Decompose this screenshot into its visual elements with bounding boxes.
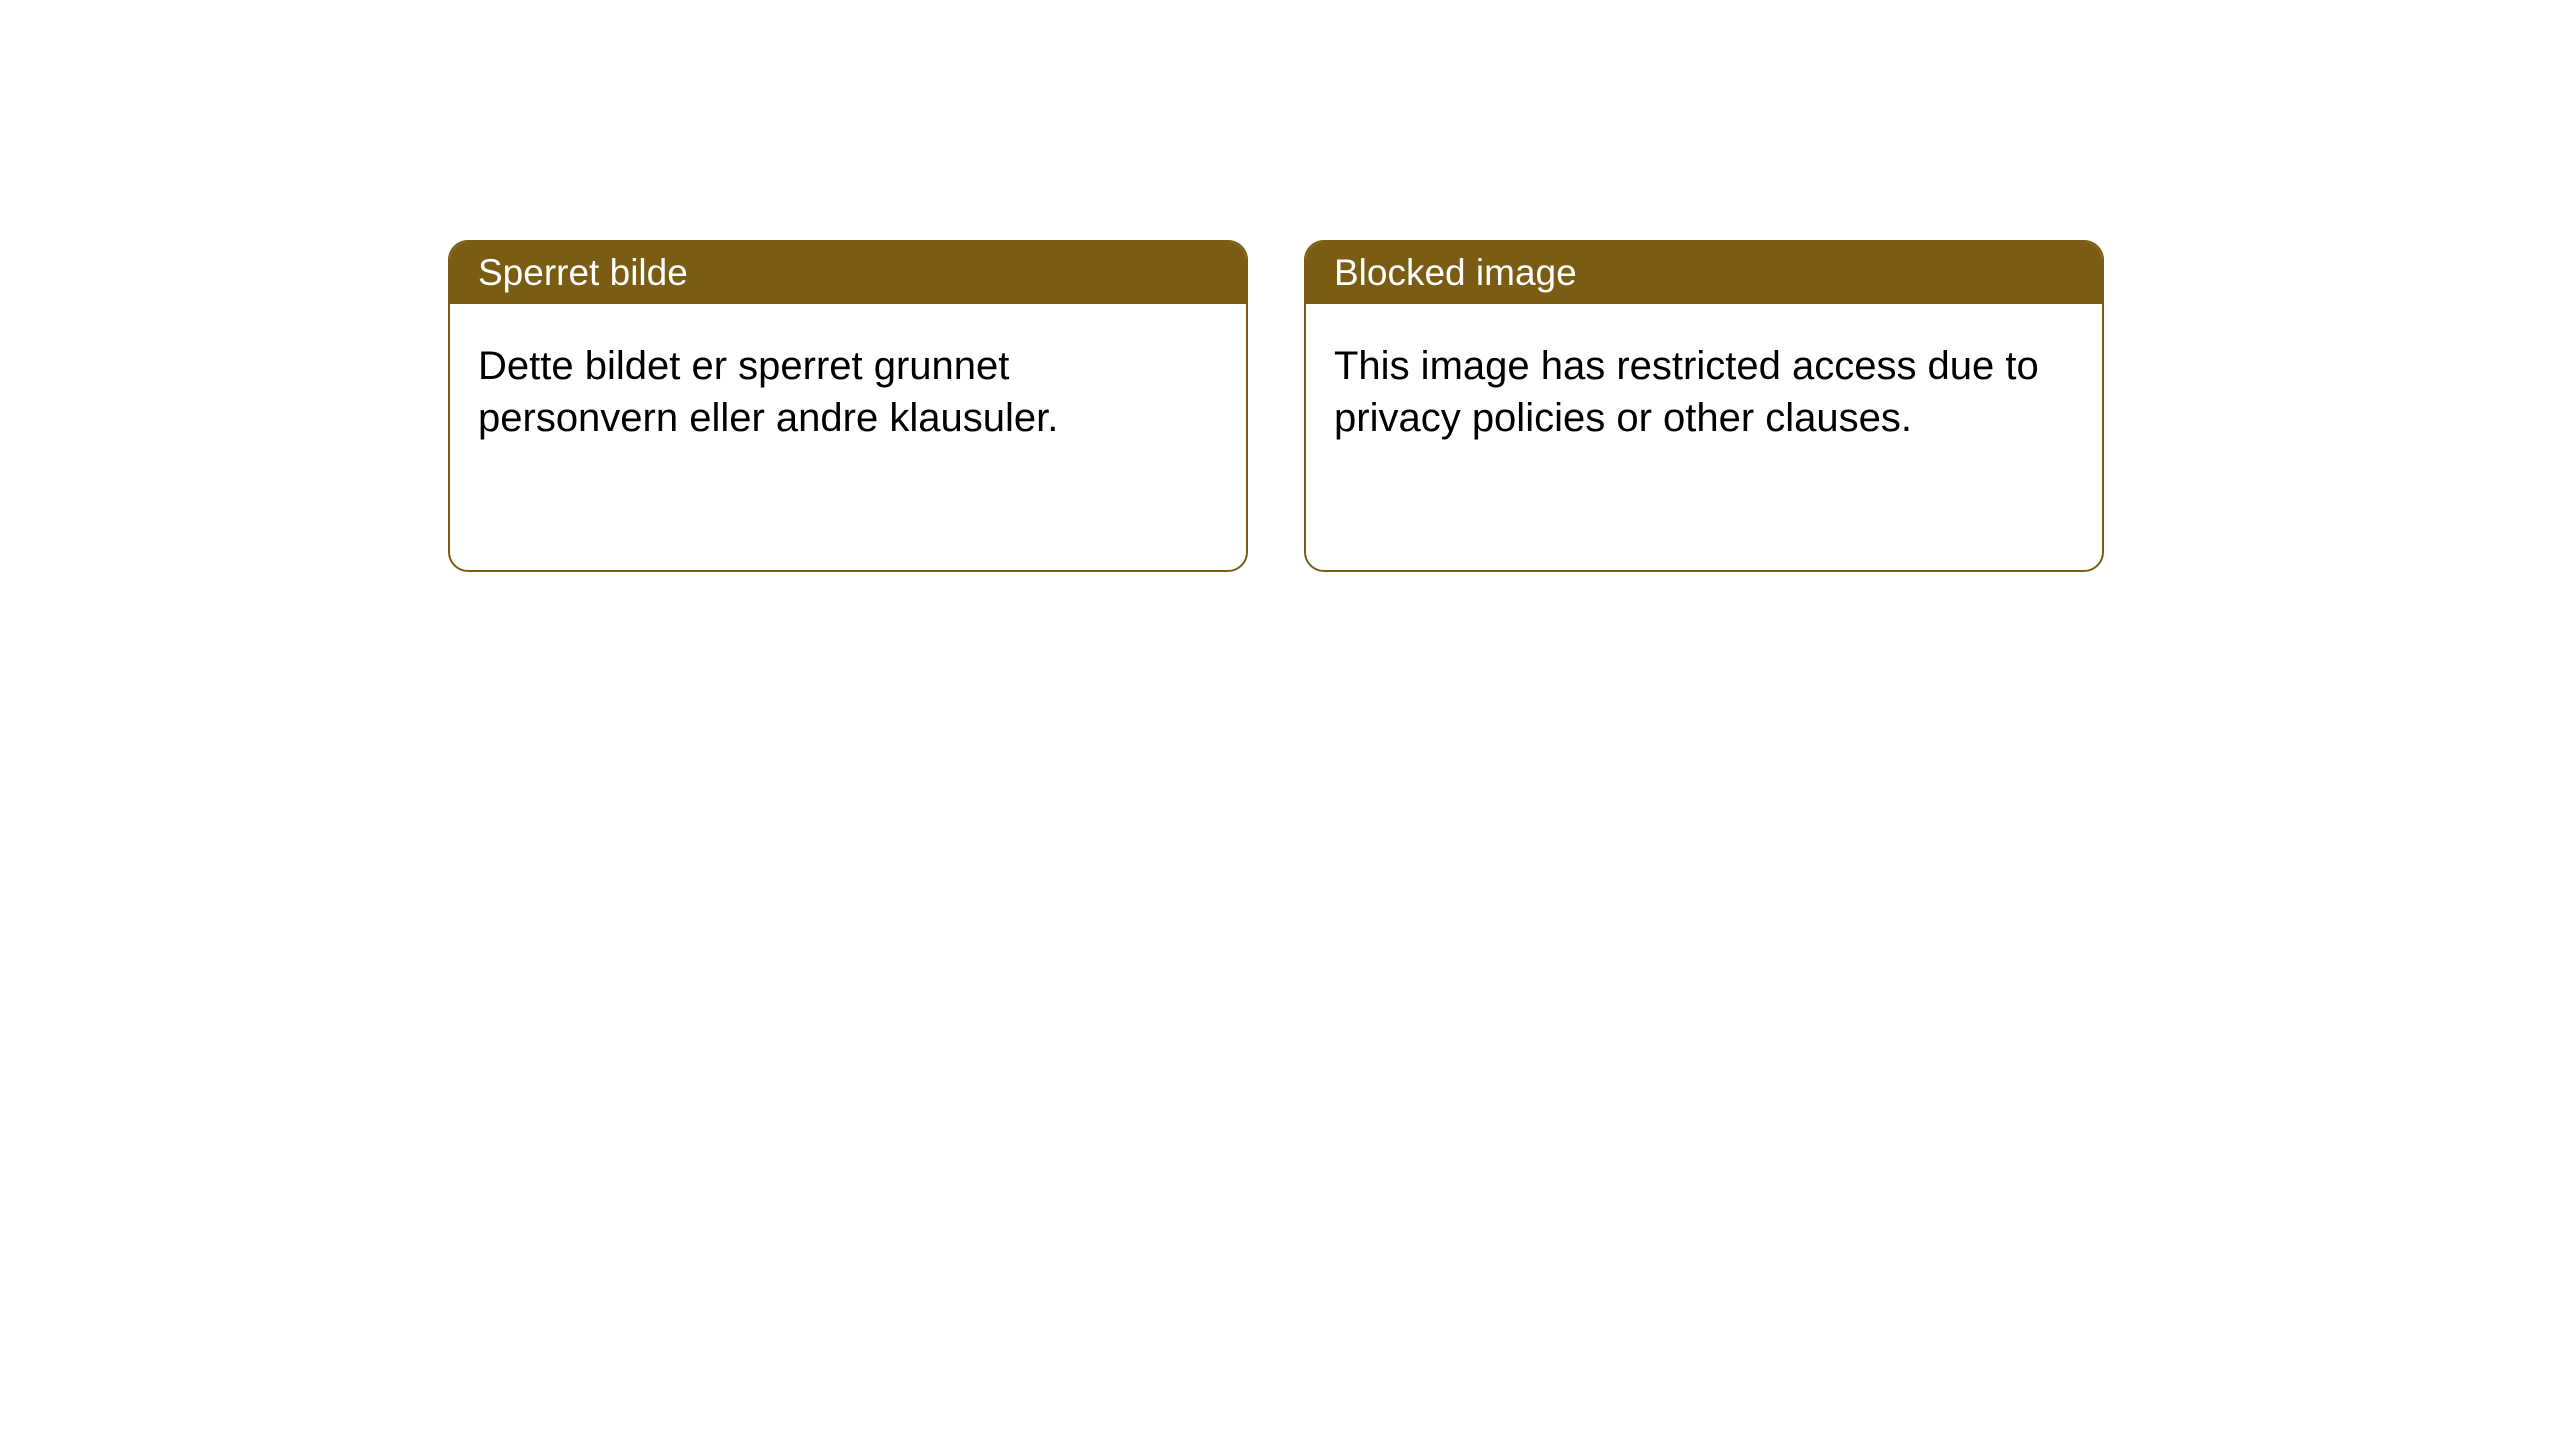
notice-header-english: Blocked image: [1306, 242, 2102, 304]
notice-header-norwegian: Sperret bilde: [450, 242, 1246, 304]
notice-card-english: Blocked image This image has restricted …: [1304, 240, 2104, 572]
notice-body-norwegian: Dette bildet er sperret grunnet personve…: [450, 304, 1246, 480]
notice-body-english: This image has restricted access due to …: [1306, 304, 2102, 480]
notice-card-norwegian: Sperret bilde Dette bildet er sperret gr…: [448, 240, 1248, 572]
notice-container: Sperret bilde Dette bildet er sperret gr…: [0, 0, 2560, 572]
